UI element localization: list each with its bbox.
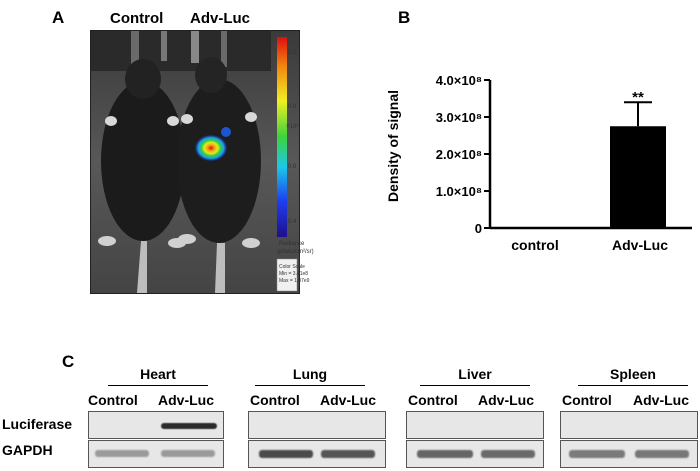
- significance-mark: **: [632, 89, 644, 106]
- bioluminescence-image: [90, 30, 300, 294]
- group-label-control: Control: [110, 10, 164, 27]
- y-tick-label: 4.0×10⁸: [436, 73, 482, 88]
- panel-c-letter: C: [62, 352, 75, 371]
- lane-label-control: Control: [408, 392, 458, 408]
- signal-hotspot: [195, 135, 227, 161]
- scale-unit-1: Radiance: [279, 241, 305, 247]
- luciferase-band-adv-luc: [161, 423, 217, 429]
- gapdh-band: [259, 450, 313, 458]
- panel-b-letter: B: [398, 8, 411, 27]
- tissue-title-heart: Heart: [140, 366, 176, 382]
- tissue-title-liver: Liver: [458, 366, 492, 382]
- tissue-underline-lung: [255, 385, 365, 386]
- gapdh-band: [95, 450, 149, 457]
- blot-luciferase-lung: [248, 411, 386, 439]
- lane-label-control: Control: [88, 392, 138, 408]
- bar-adv-luc: [610, 126, 666, 228]
- lane-label-adv-luc: Adv-Luc: [158, 392, 214, 408]
- scale-tick-top: 1.0: [288, 50, 297, 56]
- signal-hotspot-small: [221, 127, 231, 137]
- blot-gapdh-liver: [406, 440, 544, 468]
- scale-tick-2: 0.8: [288, 104, 297, 110]
- lane-label-adv-luc: Adv-Luc: [320, 392, 376, 408]
- tissue-title-lung: Lung: [292, 366, 328, 382]
- tissue-underline-spleen: [578, 385, 688, 386]
- scale-info-3: Max = 1.07e9: [279, 278, 310, 284]
- scale-info-1: Color Scale: [279, 264, 305, 270]
- y-axis-label: Density of signal: [385, 90, 401, 202]
- y-tick-label: 1.0×10⁸: [436, 184, 482, 199]
- bar-chart: Density of signal 0 1.0×10⁸ 2.0×10⁸ 3.0×10⁸…: [385, 73, 692, 253]
- gapdh-band: [569, 450, 625, 458]
- x-tick-label-control: control: [511, 237, 558, 253]
- x-tick-label-adv-luc: Adv-Luc: [612, 237, 668, 253]
- y-tick-label: 2.0×10⁸: [436, 147, 482, 162]
- tissue-underline-liver: [420, 385, 530, 386]
- adv-luc-mouse: [177, 57, 261, 293]
- blot-luciferase-liver: [406, 411, 544, 439]
- scale-tick-3: 0.6: [288, 164, 297, 170]
- gapdh-band: [321, 450, 375, 458]
- lane-label-adv-luc: Adv-Luc: [633, 392, 689, 408]
- lane-label-control: Control: [562, 392, 612, 408]
- scale-exponent: ×10⁹: [286, 124, 299, 130]
- tissue-title-spleen: Spleen: [610, 366, 656, 382]
- color-scale-bar: [277, 37, 287, 237]
- blot-luciferase-spleen: [560, 411, 698, 439]
- panel-a-letter: A: [52, 8, 65, 27]
- y-tick-label: 0: [475, 221, 482, 236]
- blot-gapdh-lung: [248, 440, 386, 468]
- scale-tick-4: 0.4: [288, 219, 297, 225]
- gapdh-band: [635, 450, 689, 458]
- gapdh-band: [481, 450, 535, 458]
- blot-gapdh-spleen: [560, 440, 698, 468]
- gapdh-band: [161, 450, 215, 457]
- blot-luciferase-heart: [88, 411, 224, 439]
- group-label-adv-luc: Adv-Luc: [190, 10, 250, 27]
- scale-unit-2: (p/sec/cm²/sr): [277, 249, 314, 255]
- lane-label-control: Control: [250, 392, 300, 408]
- tissue-underline-heart: [108, 385, 208, 386]
- blot-gapdh-heart: [88, 440, 224, 468]
- row-label-gapdh: GAPDH: [2, 442, 53, 458]
- gapdh-band: [417, 450, 473, 458]
- row-label-luciferase: Luciferase: [2, 416, 73, 432]
- scale-info-2: Min = 3.41e8: [279, 271, 309, 277]
- lane-label-adv-luc: Adv-Luc: [478, 392, 534, 408]
- y-tick-label: 3.0×10⁸: [436, 110, 482, 125]
